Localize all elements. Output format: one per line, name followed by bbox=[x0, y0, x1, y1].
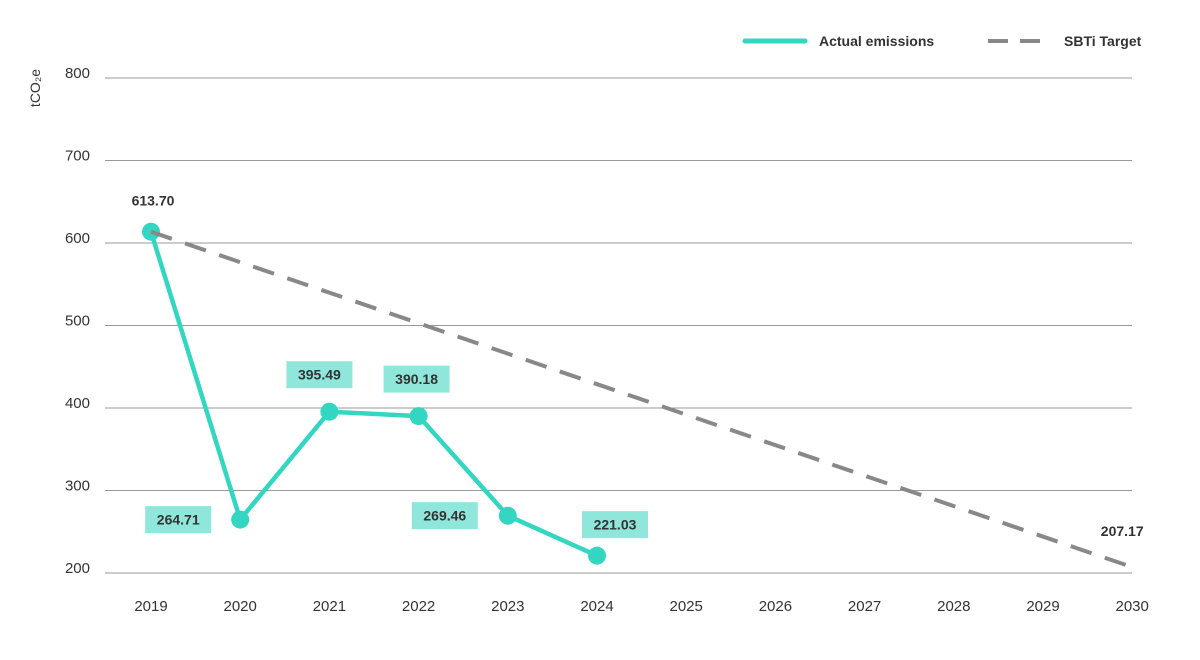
y-tick-label: 500 bbox=[65, 313, 90, 330]
x-axis: 2019 2020 2021 2022 2023 2024 2025 2026 2027 2028… bbox=[134, 598, 1149, 615]
y-axis: 200 300 400 500 600 700 800 bbox=[65, 65, 90, 577]
data-label-box bbox=[145, 506, 212, 534]
x-tick-label: 2030 bbox=[1116, 598, 1149, 615]
target-line bbox=[150, 229, 1133, 569]
x-tick-label: 2023 bbox=[491, 598, 524, 615]
actual-line bbox=[148, 231, 598, 558]
legend-label-target: SBTi Target bbox=[1064, 33, 1142, 49]
x-tick-label: 2029 bbox=[1026, 598, 1059, 615]
x-tick-label: 2022 bbox=[402, 598, 435, 615]
y-tick-label: 800 bbox=[65, 65, 90, 82]
x-tick-label: 2019 bbox=[134, 598, 167, 615]
y-tick-label: 700 bbox=[65, 148, 90, 165]
data-point bbox=[588, 546, 606, 565]
data-label-box bbox=[582, 511, 648, 539]
data-label: 390.18 bbox=[395, 371, 438, 387]
data-label-box bbox=[286, 361, 353, 389]
legend-label-actual: Actual emissions bbox=[819, 33, 934, 49]
y-tick-label: 200 bbox=[65, 560, 90, 577]
data-label: 264.71 bbox=[157, 512, 200, 528]
x-tick-label: 2027 bbox=[848, 598, 881, 615]
x-tick-label: 2021 bbox=[313, 598, 346, 615]
data-point bbox=[142, 222, 160, 241]
data-point bbox=[320, 402, 339, 421]
data-label: 269.46 bbox=[423, 508, 466, 524]
x-tick-label: 2025 bbox=[670, 598, 703, 615]
data-label: 221.03 bbox=[594, 517, 637, 533]
data-point bbox=[231, 510, 250, 529]
data-label: 395.49 bbox=[298, 367, 341, 383]
x-tick-label: 2026 bbox=[759, 598, 792, 615]
data-label: 613.70 bbox=[132, 193, 175, 209]
y-tick-label: 400 bbox=[65, 395, 90, 412]
legend: Actual emissions SBTi Target bbox=[742, 33, 1142, 49]
x-tick-label: 2028 bbox=[937, 598, 970, 615]
data-label-box bbox=[411, 502, 478, 530]
data-point bbox=[498, 506, 517, 525]
data-point bbox=[409, 407, 428, 426]
gridlines bbox=[105, 77, 1132, 574]
x-tick-label: 2020 bbox=[224, 598, 257, 615]
y-tick-label: 600 bbox=[65, 230, 90, 247]
target-end-label: 207.17 bbox=[1101, 523, 1144, 539]
x-tick-label: 2024 bbox=[580, 598, 613, 615]
plot-area: 613.70 264.71 395.49 390.18 269.46 221.03 207.… bbox=[132, 193, 1144, 569]
y-tick-label: 300 bbox=[65, 478, 90, 495]
y-axis-label: tCO₂e bbox=[27, 69, 43, 107]
data-label-box bbox=[383, 365, 450, 393]
